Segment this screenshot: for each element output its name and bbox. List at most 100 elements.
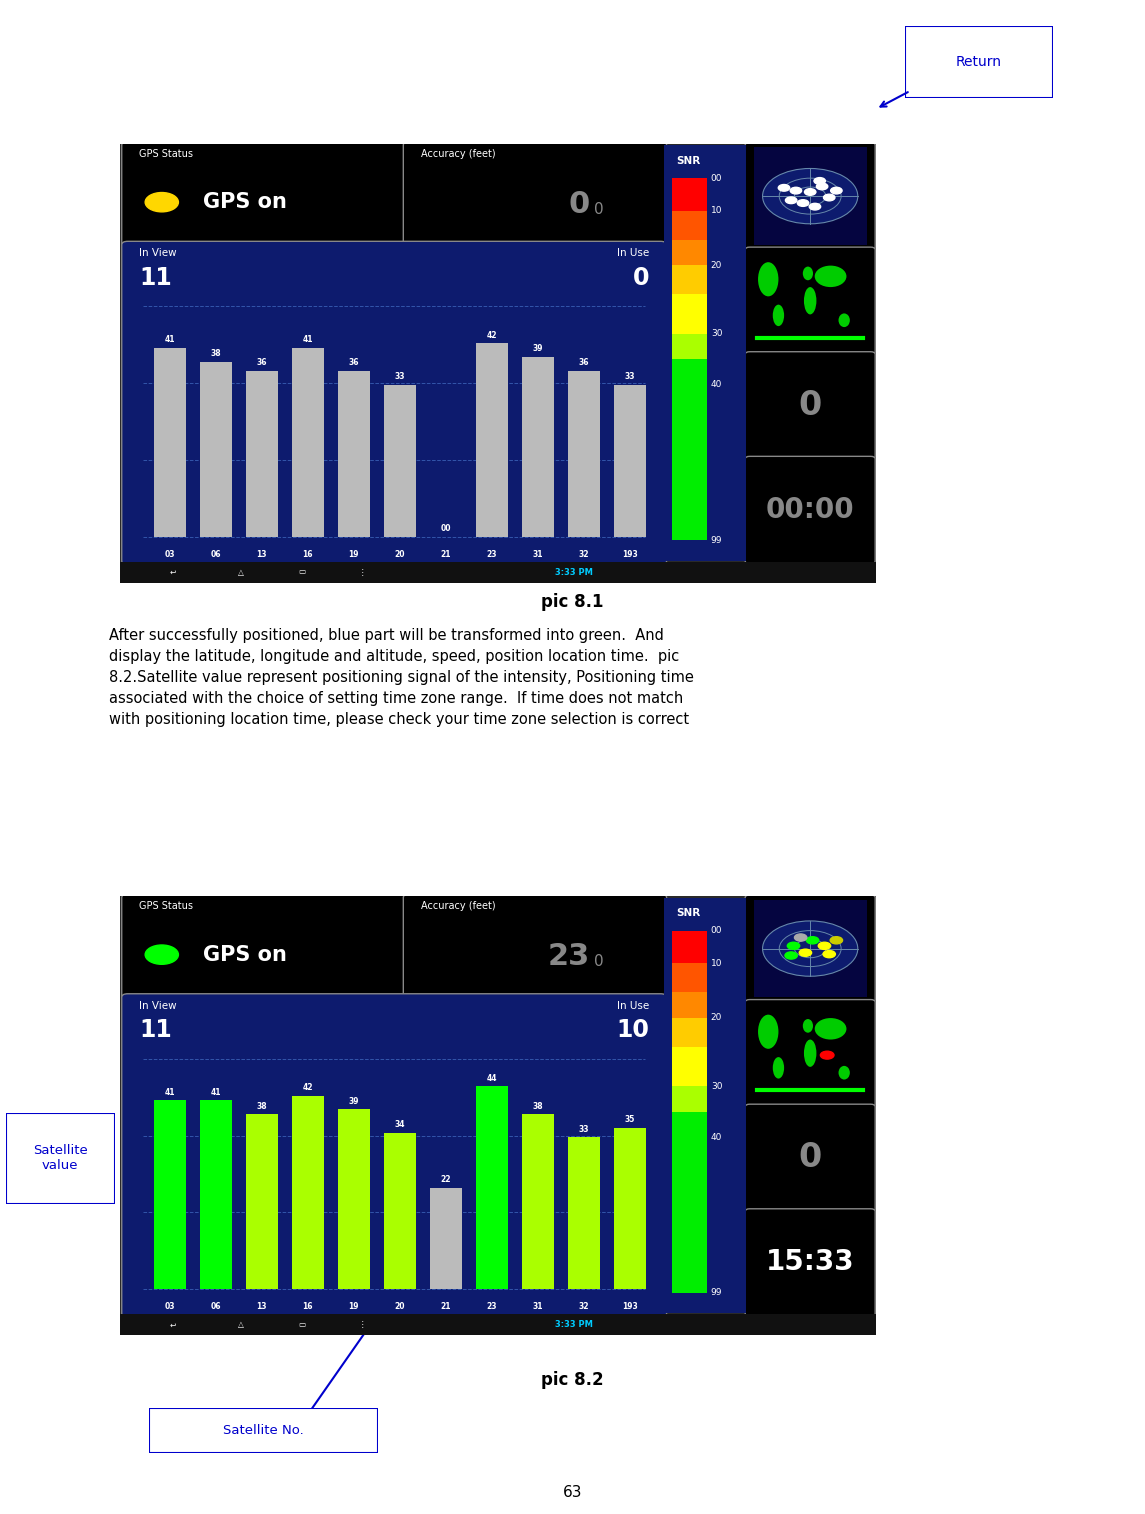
Text: 20: 20 bbox=[711, 260, 722, 269]
FancyBboxPatch shape bbox=[745, 142, 875, 250]
Bar bbox=[753, 899, 867, 998]
Bar bbox=[672, 992, 706, 1017]
Bar bbox=[664, 898, 745, 1313]
Bar bbox=[522, 357, 554, 537]
Text: 20: 20 bbox=[711, 1013, 722, 1022]
Text: 21: 21 bbox=[441, 1302, 451, 1311]
Bar bbox=[672, 931, 706, 963]
Text: 15:33: 15:33 bbox=[766, 1249, 854, 1276]
Bar bbox=[246, 371, 278, 537]
Bar bbox=[753, 251, 867, 350]
Text: 13: 13 bbox=[256, 550, 267, 559]
Text: ▭: ▭ bbox=[298, 568, 306, 577]
Bar bbox=[338, 371, 370, 537]
Text: 00: 00 bbox=[441, 524, 451, 533]
Circle shape bbox=[785, 952, 797, 958]
FancyBboxPatch shape bbox=[121, 241, 666, 565]
Circle shape bbox=[790, 188, 802, 194]
FancyBboxPatch shape bbox=[745, 456, 875, 563]
FancyBboxPatch shape bbox=[745, 999, 875, 1107]
FancyBboxPatch shape bbox=[745, 1104, 875, 1211]
Bar bbox=[672, 335, 706, 359]
Text: In Use: In Use bbox=[617, 1001, 649, 1011]
Circle shape bbox=[819, 942, 830, 949]
Text: 40: 40 bbox=[711, 380, 722, 389]
Circle shape bbox=[830, 937, 843, 943]
Text: 30: 30 bbox=[711, 1083, 722, 1092]
Text: 33: 33 bbox=[625, 372, 635, 382]
Bar bbox=[522, 1114, 554, 1290]
Bar bbox=[672, 1111, 706, 1293]
Circle shape bbox=[145, 192, 179, 212]
Text: 13: 13 bbox=[256, 1302, 267, 1311]
Text: 30: 30 bbox=[711, 330, 722, 339]
FancyBboxPatch shape bbox=[6, 1113, 114, 1204]
FancyBboxPatch shape bbox=[121, 993, 666, 1317]
Bar bbox=[568, 371, 600, 537]
FancyBboxPatch shape bbox=[112, 139, 884, 587]
Bar bbox=[246, 1114, 278, 1290]
Text: ↩: ↩ bbox=[169, 1320, 176, 1329]
Text: 0: 0 bbox=[798, 389, 822, 422]
Circle shape bbox=[810, 203, 821, 210]
Text: Accuracy (feet): Accuracy (feet) bbox=[420, 148, 496, 159]
Text: 16: 16 bbox=[302, 1302, 313, 1311]
Text: 44: 44 bbox=[487, 1073, 497, 1083]
FancyBboxPatch shape bbox=[121, 895, 411, 999]
Text: Accuracy (feet): Accuracy (feet) bbox=[420, 901, 496, 911]
Text: 0: 0 bbox=[569, 189, 590, 218]
Ellipse shape bbox=[758, 1014, 779, 1049]
Circle shape bbox=[779, 185, 790, 191]
Text: 06: 06 bbox=[211, 550, 221, 559]
Bar bbox=[153, 348, 185, 537]
Text: In Use: In Use bbox=[617, 248, 649, 259]
Bar bbox=[338, 1110, 370, 1290]
Text: 0: 0 bbox=[633, 266, 649, 289]
Bar bbox=[384, 385, 416, 537]
Text: 23: 23 bbox=[487, 550, 497, 559]
Bar bbox=[753, 1004, 867, 1102]
Text: 20: 20 bbox=[395, 550, 405, 559]
Text: 03: 03 bbox=[165, 1302, 175, 1311]
Bar bbox=[672, 179, 706, 210]
Text: 35: 35 bbox=[625, 1116, 635, 1125]
Text: 36: 36 bbox=[348, 359, 360, 368]
Circle shape bbox=[799, 949, 812, 957]
Text: 38: 38 bbox=[256, 1102, 267, 1111]
Ellipse shape bbox=[838, 313, 850, 327]
Ellipse shape bbox=[758, 262, 779, 297]
Ellipse shape bbox=[803, 1019, 813, 1033]
Text: 41: 41 bbox=[165, 1087, 175, 1096]
Circle shape bbox=[830, 188, 842, 194]
Ellipse shape bbox=[773, 304, 784, 326]
Text: 22: 22 bbox=[441, 1175, 451, 1184]
Text: 19: 19 bbox=[348, 1302, 360, 1311]
Text: Satellite No.: Satellite No. bbox=[223, 1425, 303, 1437]
FancyBboxPatch shape bbox=[112, 892, 884, 1340]
Bar bbox=[753, 147, 867, 245]
Text: In View: In View bbox=[140, 248, 176, 259]
Text: 10: 10 bbox=[711, 206, 722, 215]
Bar bbox=[153, 1101, 185, 1290]
Bar bbox=[614, 385, 646, 537]
Ellipse shape bbox=[838, 1066, 850, 1079]
Bar bbox=[614, 1128, 646, 1290]
Text: 19: 19 bbox=[348, 550, 360, 559]
Circle shape bbox=[805, 189, 816, 195]
Text: 03: 03 bbox=[165, 550, 175, 559]
Bar bbox=[672, 239, 706, 265]
Ellipse shape bbox=[804, 288, 816, 315]
Text: 41: 41 bbox=[302, 335, 313, 344]
Bar bbox=[292, 348, 324, 537]
FancyBboxPatch shape bbox=[121, 142, 411, 247]
Bar bbox=[476, 344, 508, 537]
Text: 41: 41 bbox=[211, 1087, 221, 1096]
Bar bbox=[429, 1188, 461, 1290]
Text: GPS on: GPS on bbox=[204, 192, 287, 212]
Text: 193: 193 bbox=[622, 1302, 638, 1311]
Circle shape bbox=[797, 200, 808, 206]
Text: 00:00: 00:00 bbox=[766, 497, 854, 524]
Text: SNR: SNR bbox=[677, 156, 701, 165]
Text: 0: 0 bbox=[594, 954, 603, 969]
Text: 20: 20 bbox=[395, 1302, 405, 1311]
